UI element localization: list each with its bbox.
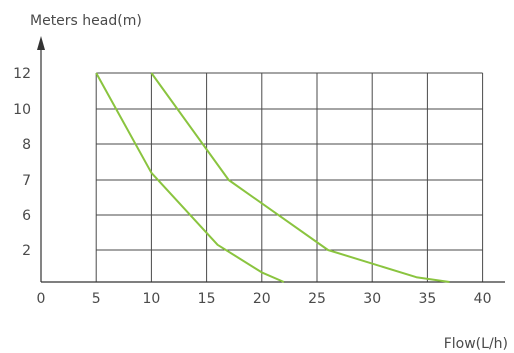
series-group xyxy=(95,72,450,283)
y-tick-label: 2 xyxy=(22,243,31,259)
x-tick-label: 40 xyxy=(474,291,492,307)
series-line-2 xyxy=(150,72,450,283)
x-tick-label: 10 xyxy=(142,291,160,307)
x-tick-label: 5 xyxy=(92,291,101,307)
x-tick-label: 30 xyxy=(363,291,381,307)
x-tick-label: 0 xyxy=(37,291,46,307)
x-tick-label: 20 xyxy=(253,291,271,307)
x-tick-label: 25 xyxy=(308,291,326,307)
x-tick-label: 15 xyxy=(198,291,216,307)
y-axis-title: Meters head(m) xyxy=(30,13,142,29)
grid-lines xyxy=(95,72,484,282)
series-line-1 xyxy=(95,72,285,283)
y-tick-label: 12 xyxy=(13,66,31,82)
axes xyxy=(37,36,505,283)
y-tick-label: 10 xyxy=(13,102,31,118)
y-axis-arrow xyxy=(37,36,45,50)
y-tick-label: 7 xyxy=(22,173,31,189)
y-tick-label: 8 xyxy=(22,137,31,153)
tick-labels: 0 5 10 15 20 25 30 35 40 12 10 8 7 6 2 xyxy=(13,66,491,307)
x-tick-label: 35 xyxy=(418,291,436,307)
y-tick-label: 6 xyxy=(22,208,31,224)
x-axis-title: Flow(L/h) xyxy=(444,336,508,352)
